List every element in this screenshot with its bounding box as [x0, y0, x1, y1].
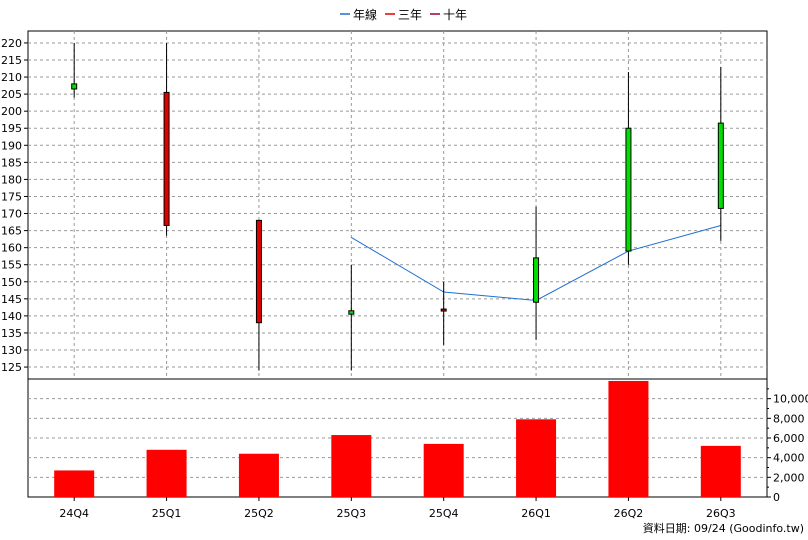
candle-body — [348, 310, 355, 315]
volume-bar — [54, 470, 95, 497]
volume-tick-label: 6,000 — [773, 432, 805, 445]
candle-body — [163, 91, 170, 226]
price-tick-label: 200 — [1, 105, 22, 118]
x-tick-label: 24Q4 — [59, 507, 89, 520]
x-tick-label: 25Q1 — [152, 507, 182, 520]
x-tick-label: 26Q1 — [521, 507, 551, 520]
price-tick-label: 190 — [1, 139, 22, 152]
volume-bar — [516, 419, 557, 497]
volume-tick-label: 0 — [773, 491, 780, 504]
price-tick-label: 215 — [1, 54, 22, 67]
price-tick-label: 170 — [1, 208, 22, 221]
volume-tick-label: 2,000 — [773, 471, 805, 484]
volume-bar — [608, 380, 649, 497]
volume-tick-label: 4,000 — [773, 452, 805, 465]
price-tick-label: 155 — [1, 259, 22, 272]
candle-body — [533, 257, 540, 303]
volume-bar — [423, 443, 464, 497]
price-plot-frame — [27, 30, 768, 380]
price-tick-label: 220 — [1, 37, 22, 50]
x-tick-label: 26Q3 — [706, 507, 736, 520]
price-tick-label: 185 — [1, 156, 22, 169]
legend-label: 年線 — [353, 7, 377, 22]
price-tick-label: 160 — [1, 242, 22, 255]
price-tick-label: 205 — [1, 88, 22, 101]
x-tick-label: 25Q4 — [429, 507, 459, 520]
price-tick-label: 210 — [1, 71, 22, 84]
volume-bar — [331, 435, 372, 497]
volume-panel: 0 2,000 4,000 6,000 8,000 10,000 — [27, 378, 808, 504]
x-tick-label: 25Q3 — [336, 507, 366, 520]
price-tick-label: 130 — [1, 344, 22, 357]
source-note: 資料日期: 09/24 (Goodinfo.tw) — [642, 522, 804, 535]
candle-body — [440, 308, 447, 312]
x-axis: 24Q4 25Q1 25Q2 25Q3 25Q4 26Q1 26Q2 26Q3 — [59, 497, 736, 520]
x-tick-label: 25Q2 — [244, 507, 274, 520]
price-tick-label: 125 — [1, 361, 22, 374]
volume-bar — [146, 449, 187, 497]
price-panel: 125 130 135 140 145 150 155 160 165 170 175 180 185 1… — [1, 30, 768, 497]
price-tick-label: 150 — [1, 276, 22, 289]
legend-label: 三年 — [398, 8, 422, 22]
volume-tick-label: 8,000 — [773, 412, 805, 425]
price-tick-label: 140 — [1, 310, 22, 323]
candle-body — [717, 122, 724, 209]
volume-tick-label: 10,000 — [773, 393, 808, 406]
chart-legend: 年線 三年 十年 — [340, 7, 467, 22]
volume-bar — [238, 453, 279, 497]
legend-label: 十年 — [443, 8, 467, 22]
price-tick-label: 175 — [1, 190, 22, 203]
price-tick-label: 195 — [1, 122, 22, 135]
candle-body — [625, 127, 632, 252]
price-tick-label: 180 — [1, 173, 22, 186]
price-tick-label: 145 — [1, 293, 22, 306]
candle-body — [71, 83, 78, 90]
price-tick-label: 135 — [1, 327, 22, 340]
volume-bar — [700, 445, 741, 497]
price-tick-label: 165 — [1, 225, 22, 238]
candle-body — [255, 219, 262, 324]
x-tick-label: 26Q2 — [614, 507, 644, 520]
